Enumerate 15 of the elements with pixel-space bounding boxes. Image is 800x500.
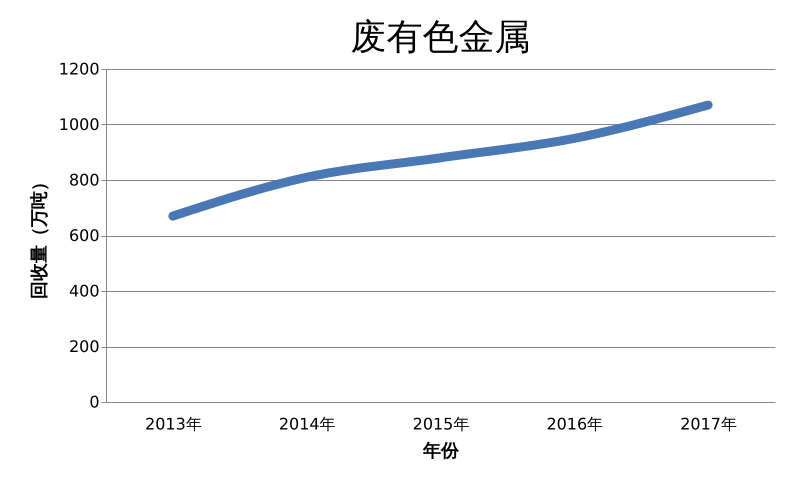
chart-title: 废有色金属: [350, 17, 530, 58]
x-tick-label: 2013年: [145, 414, 202, 434]
y-tick-label: 600: [68, 226, 100, 245]
x-tick-label: 2017年: [680, 414, 737, 434]
y-tick-label: 200: [68, 337, 100, 356]
y-tick-label: 1000: [58, 115, 100, 134]
x-tick-label: 2015年: [412, 414, 470, 434]
y-tick-label: 1200: [58, 60, 100, 78]
y-axis-title: 回收量（万吨）: [28, 173, 50, 299]
y-tick-label: 800: [68, 170, 100, 190]
x-axis-title: 年份: [422, 440, 460, 462]
x-tick-label: 2014年: [278, 414, 336, 434]
x-tick-label: 2016年: [546, 414, 604, 434]
y-tick-label: 0: [89, 392, 100, 412]
y-tick-label: 400: [68, 282, 100, 300]
